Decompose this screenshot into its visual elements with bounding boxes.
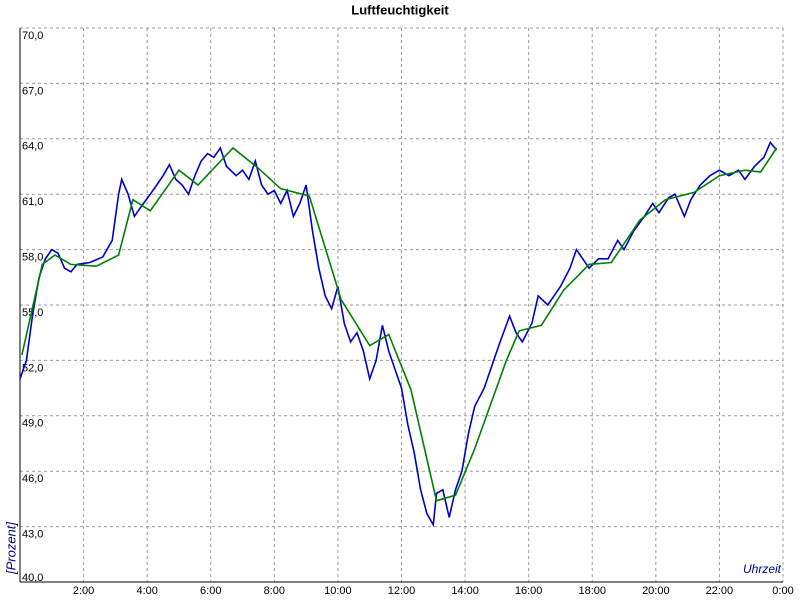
x-tick-label: 2:00: [73, 585, 94, 597]
y-tick-label: 52,0: [22, 362, 43, 374]
y-tick-label: 67,0: [22, 85, 43, 97]
x-tick-label: 8:00: [264, 585, 285, 597]
x-axis-label: Uhrzeit: [743, 562, 782, 576]
x-tick-label: 6:00: [200, 585, 221, 597]
data-line: [19, 141, 778, 528]
y-axis-label: [Prozent]: [3, 522, 18, 575]
x-tick-label: 0:00: [772, 585, 793, 597]
y-tick-label: 58,0: [22, 252, 43, 264]
x-tick-label: 18:00: [578, 585, 606, 597]
x-tick-label: 10:00: [324, 585, 352, 597]
y-tick-label: 61,0: [22, 196, 43, 208]
x-tick-label: 20:00: [642, 585, 670, 597]
y-tick-label: 43,0: [22, 529, 43, 541]
y-tick-label: 70,0: [22, 30, 43, 42]
x-tick-label: 14:00: [451, 585, 479, 597]
x-tick-label: 16:00: [515, 585, 543, 597]
y-tick-label: 40,0: [22, 572, 43, 584]
x-tick-label: 12:00: [388, 585, 416, 597]
y-tick-label: 46,0: [22, 473, 43, 485]
chart-title: Luftfeuchtigkeit: [351, 2, 449, 17]
y-tick-label: 49,0: [22, 418, 43, 430]
y-tick-label: 64,0: [22, 141, 43, 153]
data-line: [21, 146, 778, 502]
x-tick-label: 4:00: [136, 585, 157, 597]
x-tick-label: 22:00: [706, 585, 734, 597]
